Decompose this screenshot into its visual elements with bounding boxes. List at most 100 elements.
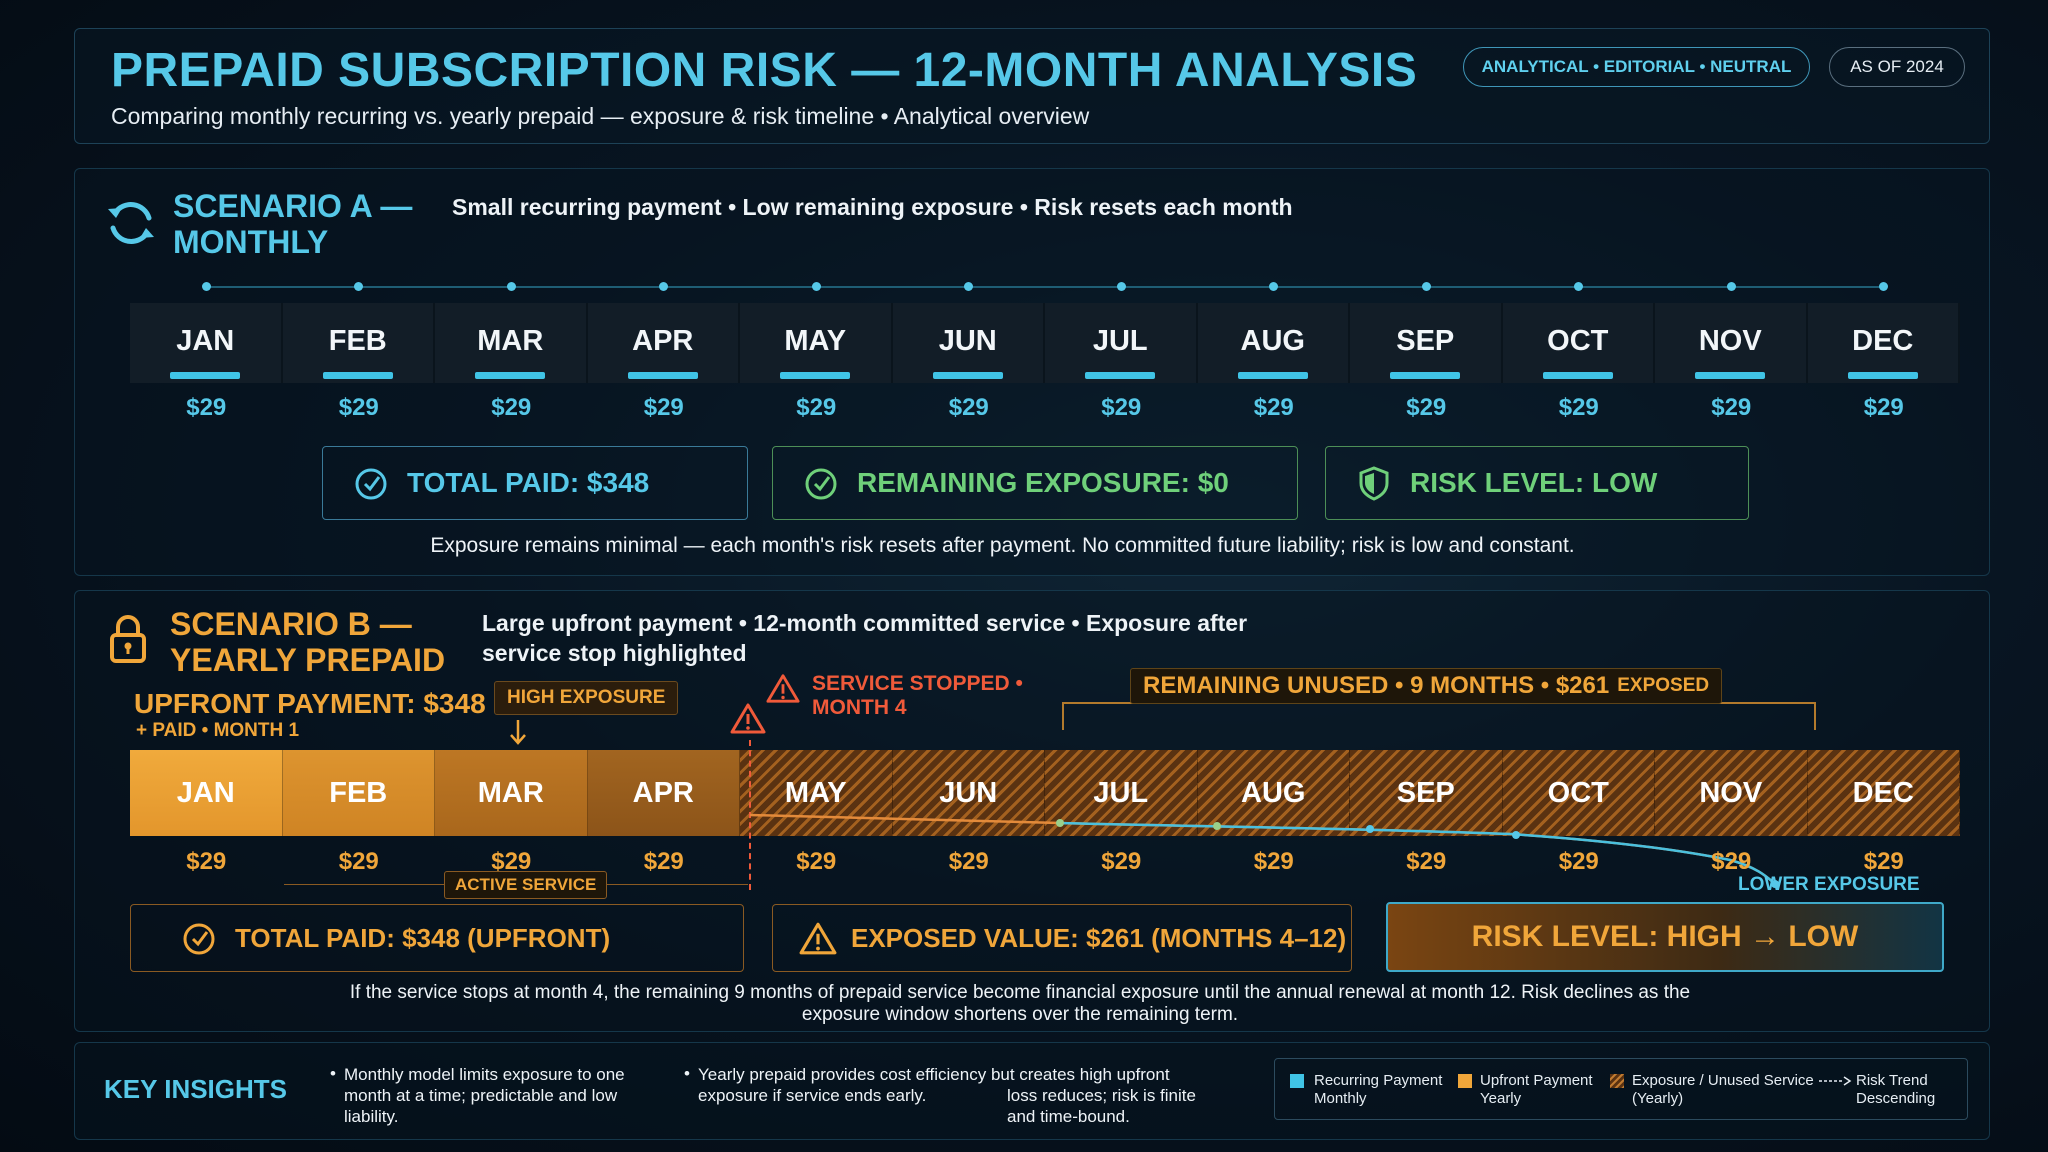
month-cell: OCT [1502,303,1655,383]
legend-recurring-line2: Monthly [1314,1090,1367,1107]
month-cell-exposed: DEC [1807,750,1960,836]
scenario-b-subtitle: Large upfront payment • 12-month committ… [482,610,1248,666]
month-label: JAN [176,776,235,809]
month-label: OCT [1547,776,1609,809]
scenario-a-title-line1: SCENARIO A — [173,188,413,224]
month-cell: DEC [1807,303,1960,383]
timeline-line-a [206,286,1886,288]
timeline-dot [1269,282,1279,291]
month-cell: JAN [130,303,283,383]
service-stopped-label: SERVICE STOPPED • MONTH 4 [812,672,1023,720]
scenario-b-note-line1: If the service stops at month 4, the rem… [349,982,1691,1003]
legend-exposure-line2: (Yearly) [1632,1090,1684,1107]
scenario-b-note: If the service stops at month 4, the rem… [130,982,1910,1026]
timeline-dot [964,282,974,291]
timeline-dot [1879,282,1889,291]
active-service-badge: ACTIVE SERVICE [444,871,608,899]
total-paid-label-a: TOTAL PAID: $348 [407,467,650,498]
legend-exposure-line1: Exposure / Unused Service [1632,1072,1814,1089]
month-label: FEB [329,776,388,809]
month-label: JUN [938,325,997,357]
month-label: AUG [1240,325,1305,357]
month-label: NOV [1699,776,1763,809]
scenario-b-note-line2: exposure window shortens over the remain… [801,1004,1239,1025]
month-cell: JUN [892,303,1045,383]
month-price: $29 [1558,848,1599,875]
lock-icon [110,615,146,663]
month-label: MAR [477,325,544,357]
remaining-unused-label: REMAINING UNUSED • 9 MONTHS • $261 [1143,672,1610,699]
payment-bar [170,372,241,379]
month-cell: FEB [282,303,435,383]
warning-icon [730,703,766,734]
scenario-b-title-line2: YEARLY PREPAID [170,642,446,678]
month-label: JUL [1092,325,1148,357]
month-label: JUN [939,776,998,809]
scenario-a-months: JAN FEB MAR APR MAY JUN JUL AUG SEP OCT … [130,303,1960,383]
payment-bar [1542,372,1613,379]
payment-bar [1847,372,1918,379]
month-cell-exposed: JUL [1045,750,1198,836]
month-cell: NOV [1655,303,1808,383]
shield-icon [1359,466,1389,501]
month-label: APR [632,325,694,357]
legend-upfront: Upfront Payment Yearly [1480,1072,1593,1108]
page-title: PREPAID SUBSCRIPTION RISK — 12-MONTH ANA… [111,44,1418,97]
month-cell-exposed: NOV [1655,750,1808,836]
scenario-a-title: SCENARIO A — MONTHLY [173,188,412,260]
timeline-dot [1421,282,1431,291]
timeline-dot [1574,282,1584,291]
month-cell-active: MAR [435,750,588,836]
month-cell-exposed: OCT [1502,750,1655,836]
timeline-dots-a [130,280,1960,294]
legend-trend: Risk Trend Descending [1856,1072,1935,1108]
high-exposure-badge: HIGH EXPOSURE [494,681,679,715]
payment-bar [1237,372,1308,379]
month-price: $29 [1558,394,1599,421]
scenario-a-prices: $29 $29 $29 $29 $29 $29 $29 $29 $29 $29 … [130,394,1960,422]
risk-level-label-b: RISK LEVEL: HIGH → LOW [1471,920,1859,953]
scenario-a-note: Exposure remains minimal — each month's … [430,534,1575,557]
bullet: • [330,1064,336,1083]
remaining-exposure-box: REMAINING EXPOSURE: $0 [772,446,1298,520]
insight-2-line2: exposure if service ends early. [698,1086,927,1105]
total-paid-label-b: TOTAL PAID: $348 (UPFRONT) [235,922,611,953]
scenario-a-subtitle: Small recurring payment • Low remaining … [452,194,1293,220]
timeline-dot [659,282,669,291]
payment-bar [780,372,851,379]
month-cell-active: APR [587,750,740,836]
timeline-dot [506,282,516,291]
month-price: $29 [1101,394,1142,421]
month-cell: AUG [1197,303,1350,383]
month-cell-active: JAN [130,750,283,836]
timeline-dot [354,282,364,291]
insights-title: KEY INSIGHTS [104,1074,288,1104]
timeline-dot [811,282,821,291]
insight-2-tail: loss reduces; risk is finite and time-bo… [1007,1085,1247,1127]
month-cell: JUL [1045,303,1198,383]
warning-icon [766,674,800,703]
payment-bar [1695,372,1766,379]
month-label: JUL [1093,776,1149,809]
tag-badge: ANALYTICAL • EDITORIAL • NEUTRAL [1463,47,1810,87]
legend-trend-line1: Risk Trend [1856,1072,1928,1089]
month-price: $29 [1253,848,1294,875]
gauge-icon [355,468,387,500]
risk-level-label-a: RISK LEVEL: LOW [1410,467,1658,498]
refresh-icon [108,202,154,244]
upfront-payment-label: UPFRONT PAYMENT: $348 [134,688,486,719]
legend-swatch-upfront [1458,1074,1472,1088]
month-price: $29 [1406,394,1447,421]
total-paid-box-a: TOTAL PAID: $348 [322,446,748,520]
legend-upfront-line1: Upfront Payment [1480,1072,1593,1089]
header-panel: PREPAID SUBSCRIPTION RISK — 12-MONTH ANA… [74,28,1990,144]
month-price: $29 [338,394,379,421]
month-price: $29 [643,394,684,421]
payment-bar [1390,372,1461,379]
legend-exposure: Exposure / Unused Service (Yearly) [1632,1072,1814,1108]
month-price: $29 [948,394,989,421]
month-cell: SEP [1350,303,1503,383]
legend-swatch-exposure [1610,1074,1624,1088]
legend-recurring: Recurring Payment Monthly [1314,1072,1442,1108]
month-price: $29 [796,848,837,875]
